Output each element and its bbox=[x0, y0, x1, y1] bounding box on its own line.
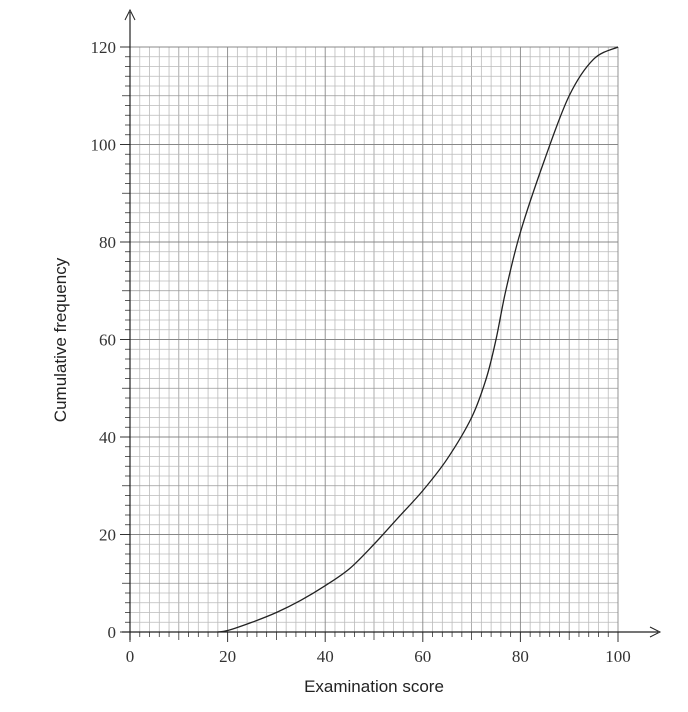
x-axis-arrow bbox=[649, 626, 662, 638]
y-tick-label: 60 bbox=[99, 331, 116, 350]
x-tick-label: 60 bbox=[414, 647, 431, 666]
x-axis-title: Examination score bbox=[304, 677, 444, 696]
x-tick-label: 100 bbox=[605, 647, 631, 666]
x-tick-label: 40 bbox=[317, 647, 334, 666]
x-tick-label: 80 bbox=[512, 647, 529, 666]
y-tick-label: 100 bbox=[91, 136, 117, 155]
y-axis-title: Cumulative frequency bbox=[51, 257, 70, 422]
y-axis-arrow bbox=[124, 8, 136, 21]
curve bbox=[217, 46, 619, 633]
y-tick-label: 0 bbox=[108, 623, 117, 642]
x-tick-label: 20 bbox=[219, 647, 236, 666]
y-tick-label: 20 bbox=[99, 526, 116, 545]
y-tick-label: 120 bbox=[91, 38, 117, 57]
y-tick-label: 80 bbox=[99, 233, 116, 252]
y-tick-label: 40 bbox=[99, 428, 116, 447]
x-tick-label: 0 bbox=[126, 647, 135, 666]
